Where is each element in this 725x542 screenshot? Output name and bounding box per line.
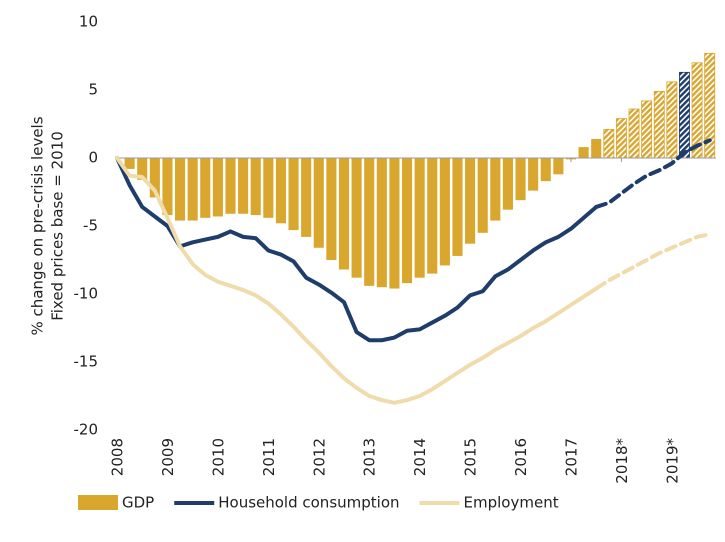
bar: [225, 158, 236, 214]
x-tick-label: 2016: [512, 438, 530, 476]
bar: [238, 158, 249, 214]
bar: [439, 158, 450, 266]
bar: [679, 71, 690, 159]
bar: [364, 158, 375, 286]
x-tick-label: 2009: [159, 438, 177, 476]
y-tick-label: 10: [79, 13, 98, 31]
line: [115, 156, 599, 343]
bar: [250, 158, 261, 216]
bar: [615, 118, 627, 159]
x-tick-label: 2015: [462, 438, 480, 476]
y-tick-label: -10: [74, 285, 99, 303]
x-tick-label: 2012: [310, 438, 328, 476]
bar: [124, 158, 135, 169]
y-tick-label: 0: [88, 149, 98, 167]
bar: [162, 158, 173, 216]
bar: [338, 158, 350, 270]
bar: [137, 158, 148, 180]
bar: [263, 158, 274, 218]
legend-swatch: [78, 495, 118, 510]
bar: [351, 158, 362, 278]
bar: [288, 158, 299, 231]
bar: [452, 158, 463, 256]
line: [594, 138, 712, 209]
bar: [565, 158, 577, 160]
x-tick-label: 2014: [411, 438, 429, 476]
bar: [149, 158, 160, 198]
x-tick-label: 2008: [109, 438, 127, 476]
x-tick-label: 2010: [209, 438, 227, 476]
legend-label: Employment: [464, 494, 559, 512]
x-tick-label: 2013: [361, 438, 379, 476]
bar: [414, 158, 425, 278]
x-tick-label: 2018*: [613, 438, 631, 484]
bar: [653, 90, 665, 159]
bar: [540, 158, 551, 182]
bar: [427, 158, 438, 274]
bar: [666, 81, 678, 159]
bar: [578, 147, 589, 158]
line: [115, 156, 599, 405]
legend-label: Household consumption: [218, 494, 399, 512]
y-tick-label: -15: [74, 353, 99, 371]
bar: [502, 158, 513, 210]
x-tick-label: 2017: [562, 438, 580, 476]
bar: [603, 129, 615, 159]
bar: [528, 158, 539, 191]
y-tick-label: 5: [88, 81, 98, 99]
y-axis-label: % change on pre-crisis levels: [29, 116, 47, 335]
bar: [389, 158, 400, 289]
bar: [477, 158, 488, 233]
bar: [275, 158, 286, 224]
line: [594, 232, 712, 291]
bar: [628, 108, 640, 159]
bar: [465, 158, 476, 244]
bar: [376, 158, 387, 288]
y-axis-label: Fixed prices base = 2010: [49, 131, 67, 321]
bar: [200, 158, 211, 218]
bar: [187, 158, 198, 221]
bar: [401, 158, 413, 284]
legend-label: GDP: [122, 494, 154, 512]
y-tick-label: -20: [74, 421, 99, 439]
bar: [641, 100, 653, 159]
bar: [591, 138, 602, 158]
bar: [313, 158, 324, 248]
bar: [326, 158, 337, 260]
bar: [212, 158, 223, 217]
bar: [175, 158, 186, 221]
y-tick-label: -5: [83, 217, 98, 235]
bar: [301, 158, 312, 237]
x-tick-label: 2019*: [663, 438, 681, 484]
x-tick-label: 2011: [260, 438, 278, 476]
bar: [490, 158, 501, 221]
bar: [515, 158, 526, 201]
bar: [553, 158, 564, 175]
